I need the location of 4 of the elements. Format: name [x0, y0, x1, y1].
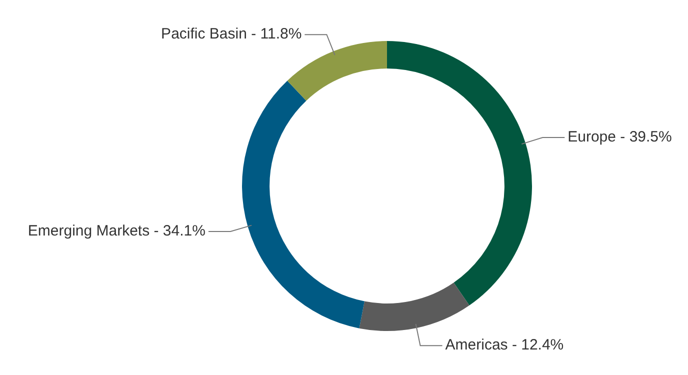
slice-label: Pacific Basin - 11.8% — [161, 26, 302, 43]
slice-label: Europe - 39.5% — [568, 128, 672, 146]
slice-label: Americas - 12.4% — [445, 336, 564, 354]
slice-label: Emerging Markets - 34.1% — [28, 222, 206, 240]
